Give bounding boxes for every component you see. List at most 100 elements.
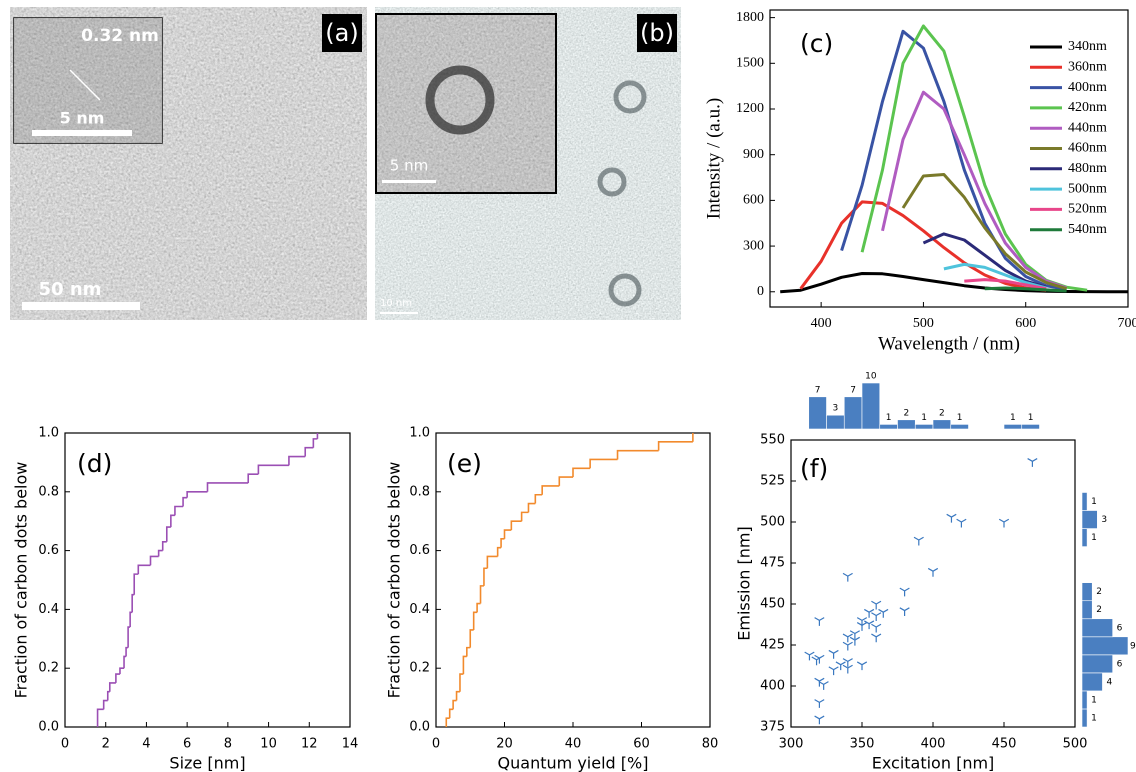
lattice-label: 0.32 nm: [81, 26, 159, 46]
step: [476, 602, 481, 613]
x-tick-label: 8: [224, 737, 232, 752]
line-series: [780, 272, 1128, 294]
step: [462, 655, 467, 675]
scatter-point: [849, 636, 860, 646]
dot-outline: [425, 65, 495, 135]
x-tick-label: 500: [913, 316, 934, 331]
legend-label: 440nm: [1068, 120, 1107, 135]
panel-label: (d): [77, 449, 112, 478]
y-axis-label: Fraction of carbon dots below: [385, 462, 404, 699]
x-tick-label: 450: [992, 737, 1017, 752]
x-tick-label: 10: [260, 737, 277, 752]
step: [589, 458, 618, 469]
step: [486, 555, 498, 569]
x-tick-label: 300: [779, 737, 804, 752]
legend-label: 480nm: [1068, 161, 1107, 176]
scale-bar: [380, 312, 418, 314]
y-tick-label: 1.0: [409, 426, 430, 441]
histogram-label: 6: [1117, 659, 1123, 669]
y-tick-label: 0.0: [409, 720, 430, 735]
step: [127, 626, 131, 648]
histogram-bar: [826, 414, 845, 430]
step: [129, 611, 133, 628]
scatter-point: [814, 715, 825, 725]
tem-image-b: (b) 5 nm 10 nm: [375, 7, 681, 320]
histogram-bar: [1081, 510, 1098, 529]
x-tick-label: 40: [565, 737, 582, 752]
scatter-point: [842, 572, 853, 582]
step: [186, 491, 208, 498]
scatter-point: [864, 620, 875, 630]
line-series: [840, 29, 1067, 291]
y-tick-label: 0.2: [38, 661, 59, 676]
step: [496, 546, 502, 557]
scatter-point: [871, 612, 882, 621]
histogram-label: 6: [1117, 623, 1123, 633]
histogram-label: 1: [957, 413, 963, 423]
y-tick-label: 0.6: [409, 543, 430, 558]
line-series: [964, 278, 1047, 291]
x-tick-label: 80: [702, 737, 719, 752]
x-tick-label: 6: [183, 737, 191, 752]
panel-label: (f): [800, 454, 828, 483]
step: [448, 708, 454, 719]
scatter-point: [871, 633, 882, 643]
step: [445, 717, 450, 727]
scatter-point: [899, 607, 910, 617]
histogram-label: 4: [1106, 677, 1112, 687]
y-tick-label: 300: [743, 238, 764, 253]
legend-label: 340nm: [1068, 39, 1107, 54]
y-axis-label: Emission [nm]: [735, 526, 754, 640]
line-series: [881, 90, 1068, 290]
histogram-label: 1: [1091, 533, 1097, 543]
step: [182, 496, 188, 507]
scatter-point: [842, 641, 853, 651]
y-tick-label: 1200: [736, 101, 764, 116]
y-tick-label: 400: [760, 679, 785, 694]
y-tick-label: 0.8: [409, 484, 430, 499]
step: [96, 708, 104, 727]
x-tick-label: 400: [811, 316, 832, 331]
inset-texture: [14, 18, 162, 143]
inset-texture: [377, 15, 555, 192]
step: [469, 629, 474, 648]
scale-label: 5 nm: [390, 157, 428, 175]
histogram-bar: [1081, 600, 1093, 620]
y-tick-label: 525: [760, 474, 785, 489]
step: [466, 646, 471, 657]
plot-frame: [769, 9, 1129, 308]
histogram-label: 7: [815, 385, 821, 395]
histogram-bar: [1081, 528, 1088, 547]
scatter-point: [842, 633, 853, 643]
step: [483, 567, 488, 586]
step: [131, 593, 135, 613]
scatter-point: [913, 536, 924, 546]
legend-label: 540nm: [1068, 222, 1107, 237]
x-axis-label: Size [nm]: [169, 754, 245, 772]
y-tick-label: 425: [760, 638, 785, 653]
y-tick-label: 0.8: [38, 484, 59, 499]
scatter-point: [899, 587, 910, 597]
y-axis-label: Fraction of carbon dots below: [12, 462, 31, 699]
x-tick-label: 4: [142, 737, 150, 752]
histogram-bar: [1081, 636, 1129, 656]
scale-bar: [382, 180, 436, 183]
scatter-point: [856, 622, 868, 631]
legend-label: 500nm: [1068, 181, 1107, 196]
y-tick-label: 375: [760, 720, 785, 735]
step: [125, 646, 129, 657]
scatter-point: [998, 518, 1010, 528]
step: [616, 449, 659, 460]
line-series: [799, 200, 1047, 292]
histogram-label: 1: [1010, 413, 1016, 423]
scatter-point: [1027, 458, 1038, 467]
scale-bar: [32, 130, 132, 136]
histogram-bar: [932, 419, 952, 430]
scale-label: 50 nm: [39, 279, 102, 300]
histogram-bar: [1081, 492, 1088, 511]
histogram-bar: [1021, 424, 1040, 430]
histogram-bar: [1081, 618, 1113, 638]
step: [558, 476, 573, 486]
histogram-label: 2: [1096, 605, 1102, 615]
